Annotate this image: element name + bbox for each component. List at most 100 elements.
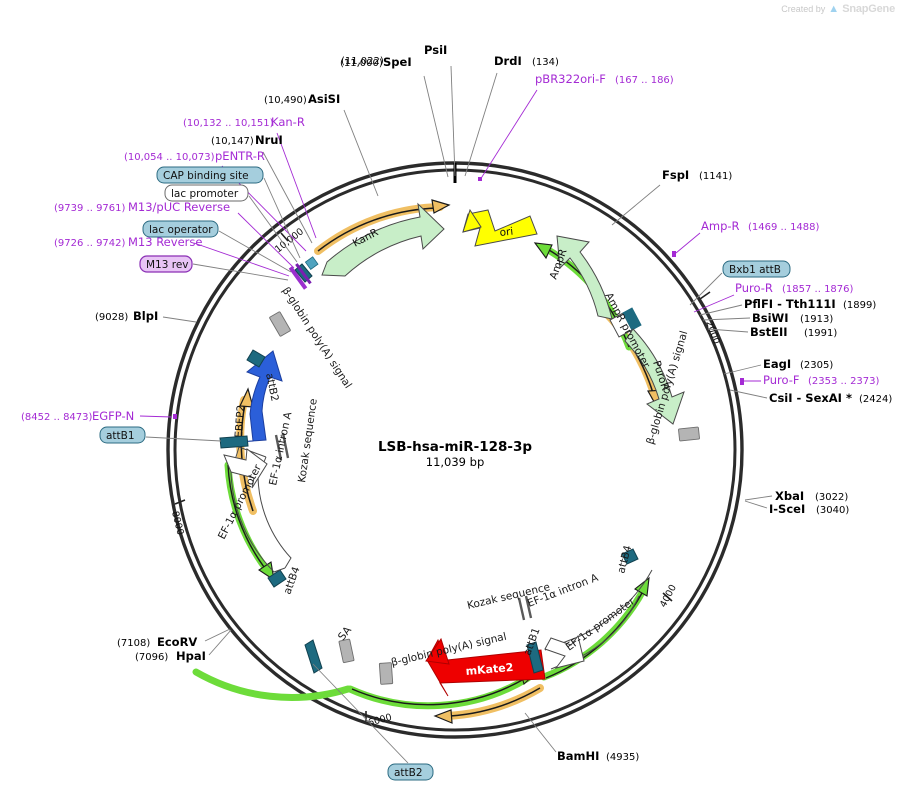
feature-label-ef1a-intron-left: EF-1α intron A [267, 410, 294, 486]
primer-range: (9726 .. 9742) [54, 238, 126, 249]
enzyme-position: (134) [532, 57, 559, 68]
kozak-marks [274, 432, 533, 621]
feature-box-cap-binding-site: CAP binding site [156, 166, 301, 259]
enzyme-position: (2424) [859, 394, 892, 405]
primer-range: (2353 .. 2373) [808, 376, 880, 387]
enzyme-position: (9028) [95, 312, 128, 323]
enzyme-position: (1141) [699, 171, 732, 182]
plasmid-title-group: LSB-hsa-miR-128-3p 11,039 bp [378, 439, 532, 469]
enzyme-position: (7096) [135, 652, 168, 663]
enzyme-label-psii: (11,022) PsiI [341, 43, 456, 177]
tick-label: 2000 [703, 319, 722, 345]
primer-name: Puro-F [763, 373, 800, 387]
primer-range: (1469 .. 1488) [748, 222, 820, 233]
mkate2-promoter-arrowhead [544, 634, 585, 669]
primer-range: (10,054 .. 10,073) [124, 152, 215, 163]
feature-box-label: attB2 [394, 767, 423, 779]
tick-label: 4000 [658, 583, 679, 610]
enzyme-position: (3040) [816, 505, 849, 516]
primer-label-m13-puc-reverse: (9739 .. 9761) M13/pUC Reverse [54, 200, 295, 269]
enzyme-position: (11,022) [341, 56, 384, 67]
enzyme-label-bamhi: BamHI (4935) [524, 712, 639, 763]
enzyme-position: (1913) [800, 314, 833, 325]
gene-arrow-label: mKate2 [465, 661, 514, 678]
enzyme-name: CsiI - SexAI * [769, 391, 852, 405]
enzyme-position: (3022) [815, 492, 848, 503]
orange-arc-arrow-bottom [433, 684, 544, 724]
enzyme-label-asisi: (10,490) AsiSI [264, 92, 379, 197]
primer-label-m13-reverse: (9726 .. 9742) M13 Reverse [54, 235, 290, 277]
feature-label-kozak-left: Kozak sequence [296, 398, 320, 484]
primer-name: EGFP-N [92, 409, 134, 423]
enzyme-position: (1991) [804, 328, 837, 339]
feature-box-attb2: attB2 [312, 663, 434, 781]
enzyme-name: BsiWI [752, 311, 789, 325]
enzyme-label-spei: (11,000) SpeI [340, 55, 449, 178]
primer-name: Amp-R [701, 219, 740, 233]
feature-box-lac-promoter: lac promoter [164, 184, 298, 263]
enzyme-name: BstEII [750, 325, 788, 339]
lac-region-markers [288, 256, 319, 290]
enzyme-position: (10,147) [211, 136, 254, 147]
feature-label-ampr-promoter: AmpR promoter [602, 291, 652, 371]
plasmid-size: 11,039 bp [426, 455, 485, 469]
gene-arrow-label: EBFP2 [233, 405, 247, 439]
feature-label-attb4-left: attB4 [282, 565, 303, 596]
enzyme-name: XbaI [775, 489, 804, 503]
enzyme-position: (1899) [843, 300, 876, 311]
primer-label-puro-f: Puro-F (2353 .. 2373) [740, 373, 880, 387]
feature-box-label: CAP binding site [163, 170, 249, 182]
enzyme-label-nrui: (10,147) NruI [211, 133, 313, 244]
primer-range: (167 .. 186) [615, 75, 674, 86]
enzyme-name: I-SceI [769, 502, 805, 516]
primer-name: M13 Reverse [128, 235, 202, 249]
feature-label-attb2: attB2 [263, 372, 281, 402]
enzyme-name: BamHI [557, 749, 599, 763]
enzyme-label-blpi: (9028) BlpI [95, 309, 197, 323]
enzyme-label-fspi: FspI (1141) [611, 168, 732, 226]
primer-name: pENTR-R [215, 149, 265, 163]
feature-box-label: attB1 [106, 430, 135, 442]
primer-label-pbr322ori-f: pBR322ori-F (167 .. 186) [478, 72, 674, 181]
enzyme-label-xbai: XbaI (3022) [744, 489, 848, 503]
tick-label: 10,000 [273, 226, 306, 255]
feature-box-label: M13 rev [146, 259, 189, 271]
enzyme-position: (10,490) [264, 95, 307, 106]
enzyme-name: DrdI [494, 54, 522, 68]
enzyme-position: (11,000) [340, 58, 383, 69]
plasmid-name: LSB-hsa-miR-128-3p [378, 439, 532, 455]
enzyme-name: EcoRV [157, 635, 197, 649]
primer-range: (10,132 .. 10,151) [183, 118, 274, 129]
green-arc-arrow-ef1a-left [224, 461, 275, 582]
enzyme-name: NruI [255, 133, 283, 147]
enzyme-name: HpaI [176, 649, 206, 663]
enzyme-name: EagI [763, 357, 791, 371]
feature-box-lac-operator: lac operator [142, 220, 292, 273]
enzyme-label-csii-sexai: CsiI - SexAI * (2424) [729, 389, 892, 405]
watermark-brand: SnapGene [842, 3, 895, 15]
primer-name: Kan-R [271, 115, 305, 129]
enzyme-position: (2305) [800, 360, 833, 371]
watermark-prefix: Created by [781, 4, 826, 14]
polya-signal-boxes [269, 311, 700, 685]
enzyme-name: PsiI [424, 43, 447, 57]
enzyme-label-bsteii: BstEII (1991) [707, 325, 837, 339]
enzyme-name: PflFI - Tth111I [744, 297, 836, 311]
enzyme-label-drdi: DrdI (134) [464, 54, 559, 177]
ef1a-promoter-outline-left [230, 446, 292, 573]
snapgene-logo-icon: ▲ [828, 3, 840, 15]
primer-label-egfp-n: (8452 .. 8473) EGFP-N [21, 409, 177, 423]
gene-arrow-label: ori [499, 226, 514, 239]
feature-box-label: lac promoter [171, 188, 239, 200]
gene-arrow-mkate2: mKate2 [425, 637, 546, 697]
enzyme-position: (4935) [606, 752, 639, 763]
enzyme-label-i-scei: I-SceI (3040) [744, 500, 849, 516]
primer-range: (1857 .. 1876) [782, 284, 854, 295]
enzyme-label-hpai: (7096) HpaI [135, 629, 232, 663]
enzyme-label-pflfi-tth111i: PflFI - Tth111I (1899) [699, 297, 876, 316]
enzyme-name: FspI [662, 168, 689, 182]
ebfp2-promoter-arrowhead [223, 448, 268, 489]
primer-label-puro-r: Puro-R (1857 .. 1876) [693, 281, 854, 313]
feature-box-m13-rev: M13 rev [139, 255, 289, 281]
feature-label-polya-top: β-globin poly(A) signal [279, 285, 353, 391]
